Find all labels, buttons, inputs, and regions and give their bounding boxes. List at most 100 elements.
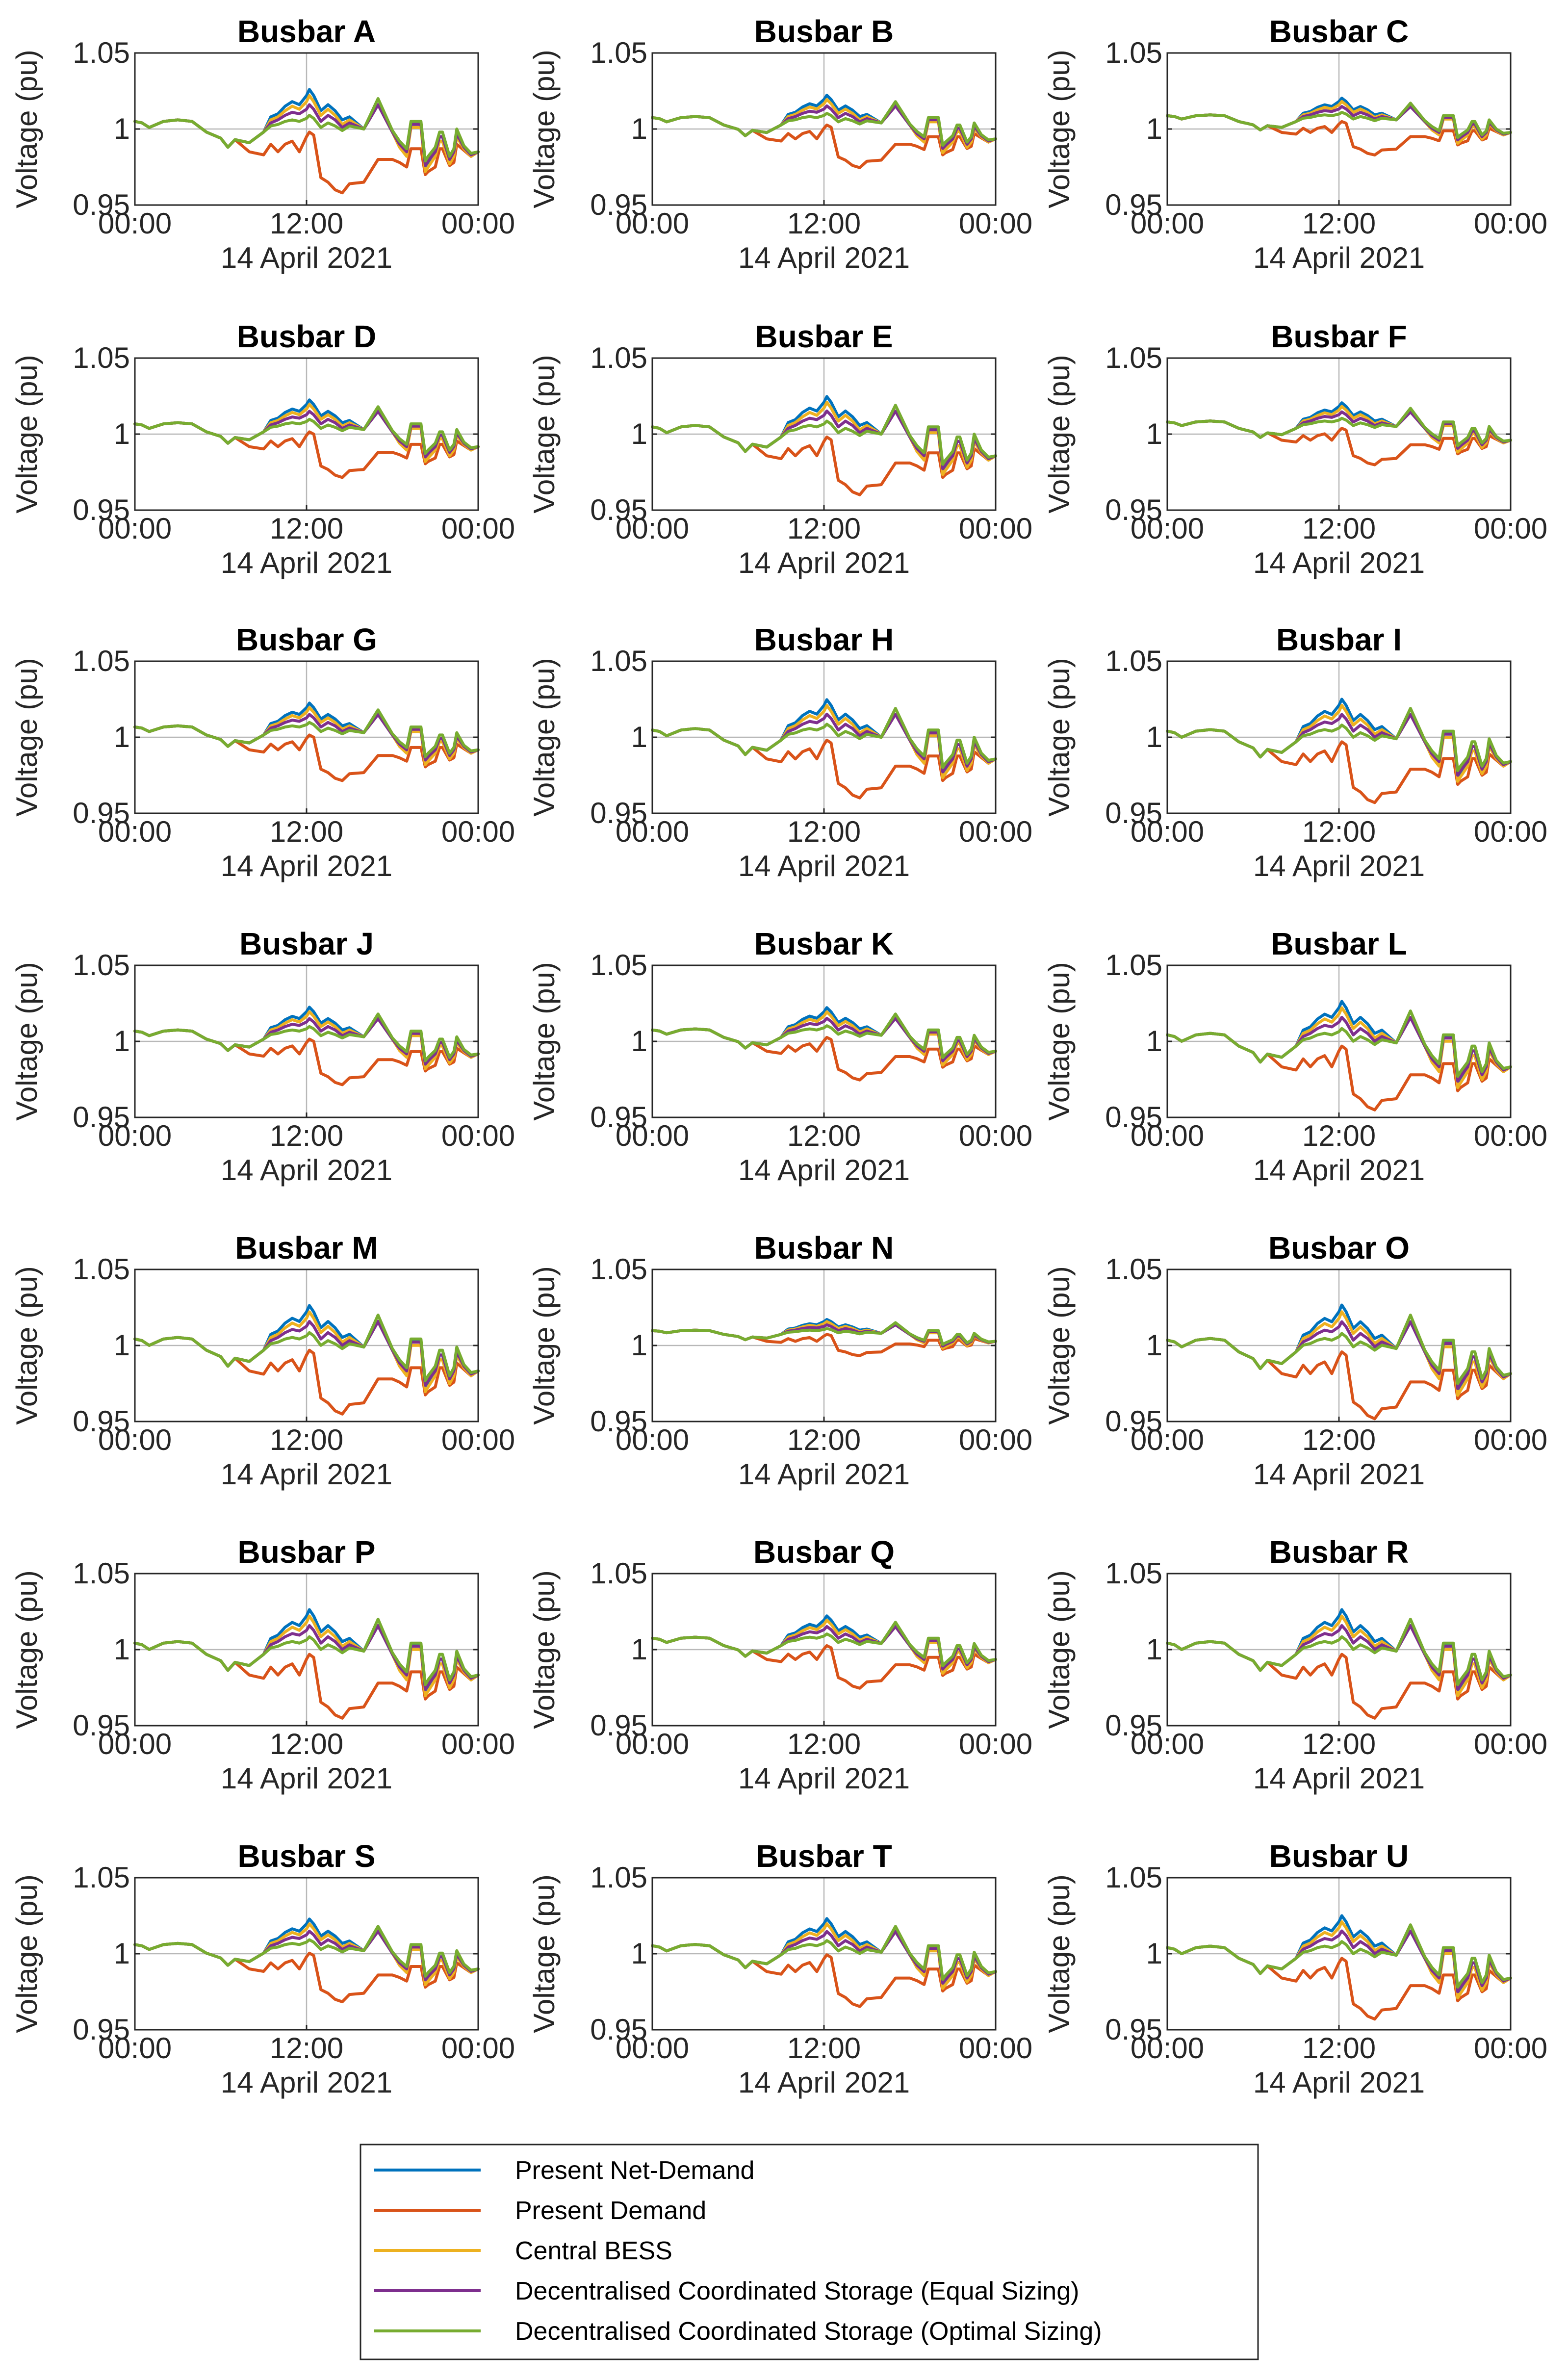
panel-busbar-a: Busbar A 0.95 1 1.05 00:00 12:00 00:00 14 April… bbox=[10, 14, 515, 274]
x-tick-label: 12:00 bbox=[787, 1423, 861, 1456]
legend-box bbox=[360, 2144, 1259, 2360]
panel-title: Busbar L bbox=[1271, 926, 1407, 961]
x-tick-label: 00:00 bbox=[1474, 512, 1547, 545]
y-tick-label: 0.95 bbox=[73, 1709, 130, 1742]
panel-title: Busbar C bbox=[1269, 14, 1409, 49]
y-tick-label: 1 bbox=[1146, 1025, 1162, 1058]
y-tick-label: 0.95 bbox=[590, 188, 647, 221]
y-tick-label: 0.95 bbox=[590, 493, 647, 526]
x-tick-label: 00:00 bbox=[616, 1119, 689, 1152]
y-tick-label: 0.95 bbox=[590, 1101, 647, 1134]
y-tick-label: 1.05 bbox=[1105, 949, 1162, 982]
y-tick-label: 1.05 bbox=[1105, 1557, 1162, 1590]
series-line-decentralised-coordinated-storage-optimal-sizing bbox=[1166, 1009, 1512, 1078]
series-line-decentralised-coordinated-storage-optimal-sizing bbox=[651, 100, 997, 147]
x-tick-label: 00:00 bbox=[98, 2032, 172, 2065]
x-tick-label: 00:00 bbox=[1131, 1423, 1204, 1456]
panel-busbar-s: Busbar S 0.95 1 1.05 00:00 12:00 00:00 14 April… bbox=[10, 1838, 515, 2099]
panel-title: Busbar Q bbox=[753, 1534, 895, 1570]
series-line-decentralised-coordinated-storage-optimal-sizing bbox=[651, 707, 997, 769]
panel-title: Busbar N bbox=[754, 1230, 894, 1266]
y-tick-label: 1 bbox=[1146, 112, 1162, 145]
x-tick-label: 00:00 bbox=[959, 1119, 1032, 1152]
x-tick-label: 00:00 bbox=[1474, 815, 1547, 848]
x-tick-label: 00:00 bbox=[616, 1728, 689, 1760]
x-tick-label: 00:00 bbox=[616, 512, 689, 545]
panel-busbar-e: Busbar E 0.95 1 1.05 00:00 12:00 00:00 14 April… bbox=[528, 319, 1032, 579]
y-tick-label: 1 bbox=[1146, 721, 1162, 753]
y-axis-label: Voltage (pu) bbox=[1043, 658, 1076, 817]
y-tick-label: 1.05 bbox=[1105, 36, 1162, 69]
legend: Present Net-Demand Present Demand Central … bbox=[360, 2144, 1259, 2360]
y-tick-label: 1 bbox=[631, 1937, 647, 1970]
y-tick-label: 1 bbox=[114, 1937, 130, 1970]
x-tick-label: 12:00 bbox=[1302, 1119, 1376, 1152]
y-axis-label: Voltage (pu) bbox=[10, 658, 43, 817]
x-tick-label: 12:00 bbox=[1302, 207, 1376, 240]
y-tick-label: 1 bbox=[114, 1633, 130, 1666]
x-tick-label: 00:00 bbox=[959, 512, 1032, 545]
x-tick-label: 12:00 bbox=[1302, 1728, 1376, 1760]
panel-title: Busbar G bbox=[236, 622, 377, 657]
y-axis-label: Voltage (pu) bbox=[10, 1874, 43, 2033]
x-axis-label: 14 April 2021 bbox=[738, 2066, 910, 2099]
x-tick-label: 00:00 bbox=[959, 1423, 1032, 1456]
x-tick-label: 12:00 bbox=[787, 815, 861, 848]
panel-title: Busbar A bbox=[237, 14, 376, 49]
x-tick-label: 00:00 bbox=[959, 1728, 1032, 1760]
x-tick-label: 00:00 bbox=[98, 1728, 172, 1760]
x-tick-label: 00:00 bbox=[616, 815, 689, 848]
x-tick-label: 00:00 bbox=[1131, 512, 1204, 545]
panel-busbar-o: Busbar O 0.95 1 1.05 00:00 12:00 00:00 14 April… bbox=[1043, 1230, 1547, 1491]
panel-busbar-n: Busbar N 0.95 1 1.05 00:00 12:00 00:00 14 April… bbox=[528, 1230, 1032, 1491]
x-tick-label: 12:00 bbox=[787, 2032, 861, 2065]
panel-busbar-h: Busbar H 0.95 1 1.05 00:00 12:00 00:00 14 April… bbox=[528, 622, 1032, 882]
series-line-decentralised-coordinated-storage-optimal-sizing bbox=[133, 1618, 480, 1686]
y-axis-label: Voltage (pu) bbox=[10, 962, 43, 1121]
x-tick-label: 00:00 bbox=[441, 207, 515, 240]
y-tick-label: 1 bbox=[631, 417, 647, 450]
x-tick-label: 12:00 bbox=[270, 207, 343, 240]
x-tick-label: 00:00 bbox=[98, 1119, 172, 1152]
x-tick-label: 00:00 bbox=[959, 207, 1032, 240]
panel-busbar-l: Busbar L 0.95 1 1.05 00:00 12:00 00:00 14 April… bbox=[1043, 926, 1547, 1187]
panel-busbar-f: Busbar F 0.95 1 1.05 00:00 12:00 00:00 14 April… bbox=[1043, 319, 1547, 579]
y-axis-label: Voltage (pu) bbox=[528, 50, 561, 208]
y-tick-label: 0.95 bbox=[590, 797, 647, 829]
x-tick-label: 00:00 bbox=[1131, 207, 1204, 240]
x-tick-label: 00:00 bbox=[98, 207, 172, 240]
panel-title: Busbar R bbox=[1269, 1534, 1409, 1570]
y-tick-label: 1.05 bbox=[73, 645, 130, 677]
y-axis-label: Voltage (pu) bbox=[528, 962, 561, 1121]
x-tick-label: 12:00 bbox=[787, 207, 861, 240]
series-line-decentralised-coordinated-storage-optimal-sizing bbox=[133, 97, 480, 163]
x-tick-label: 12:00 bbox=[1302, 1423, 1376, 1456]
x-tick-label: 00:00 bbox=[1474, 1423, 1547, 1456]
y-tick-label: 0.95 bbox=[73, 2013, 130, 2046]
y-tick-label: 1 bbox=[631, 1633, 647, 1666]
series-line-decentralised-coordinated-storage-optimal-sizing bbox=[1166, 707, 1512, 773]
x-tick-label: 12:00 bbox=[787, 1728, 861, 1760]
y-tick-label: 1 bbox=[114, 112, 130, 145]
panel-title: Busbar H bbox=[754, 622, 894, 657]
y-axis-label: Voltage (pu) bbox=[1043, 50, 1076, 208]
y-tick-label: 0.95 bbox=[1105, 188, 1162, 221]
y-tick-label: 0.95 bbox=[1105, 797, 1162, 829]
panel-title: Busbar B bbox=[754, 14, 894, 49]
y-axis-label: Voltage (pu) bbox=[528, 355, 561, 514]
x-axis-label: 14 April 2021 bbox=[1253, 241, 1425, 274]
x-axis-label: 14 April 2021 bbox=[221, 1458, 392, 1491]
y-tick-label: 0.95 bbox=[1105, 2013, 1162, 2046]
series-line-decentralised-coordinated-storage-optimal-sizing bbox=[1166, 1923, 1512, 1989]
legend-entry-label: Decentralised Coordinated Storage (Optim… bbox=[515, 2317, 1102, 2346]
y-tick-label: 1.05 bbox=[1105, 341, 1162, 374]
panel-title: Busbar K bbox=[754, 926, 894, 961]
x-tick-label: 12:00 bbox=[270, 512, 343, 545]
panel-title: Busbar E bbox=[755, 319, 893, 354]
y-tick-label: 0.95 bbox=[590, 1405, 647, 1438]
y-tick-label: 0.95 bbox=[73, 1101, 130, 1134]
x-axis-label: 14 April 2021 bbox=[738, 1154, 910, 1187]
y-axis-label: Voltage (pu) bbox=[1043, 962, 1076, 1121]
y-axis-label: Voltage (pu) bbox=[528, 1874, 561, 2033]
series-line-decentralised-coordinated-storage-optimal-sizing bbox=[651, 404, 997, 466]
